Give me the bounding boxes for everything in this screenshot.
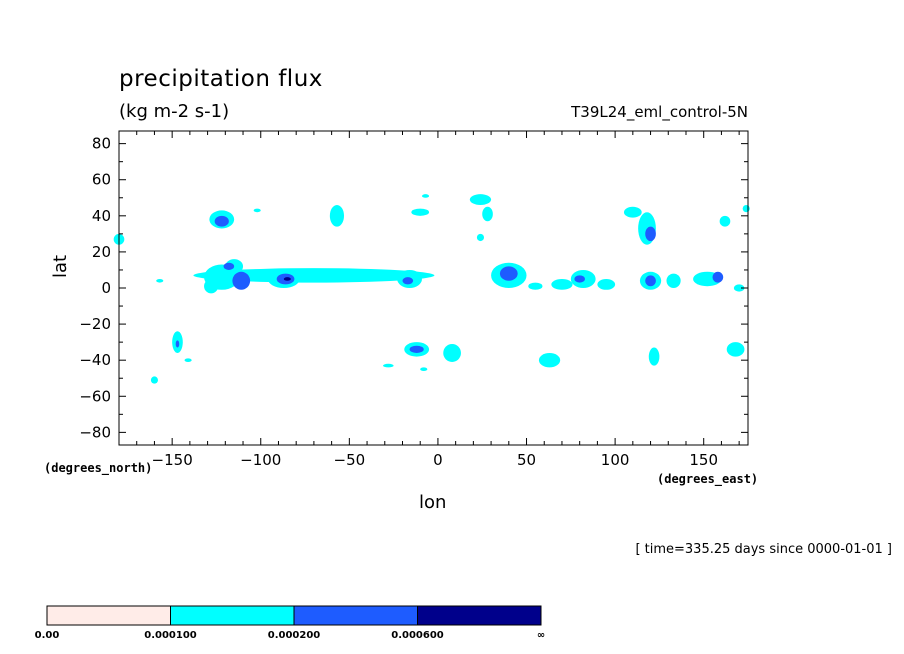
contour-region-level-2 (175, 340, 180, 348)
contour-region-level-2 (574, 275, 585, 283)
contour-region-level-2 (223, 262, 235, 270)
contour-region-level-3 (283, 277, 291, 281)
x-axis-label: lon (419, 492, 447, 513)
colorbar-label: 0.000200 (268, 630, 321, 641)
x-tick-label: −150 (152, 451, 193, 469)
contour-region-level-1 (150, 376, 158, 384)
contour-region-level-1 (538, 352, 561, 368)
contour-region-level-1 (421, 194, 430, 198)
contour-region-level-2 (409, 345, 424, 353)
y-tick-label: 0 (101, 279, 111, 297)
contour-region-level-1 (411, 208, 430, 216)
y-tick-label: 20 (92, 243, 111, 261)
contour-region-level-1 (742, 204, 750, 213)
y-tick-label: −80 (79, 423, 111, 441)
contour-region-level-1 (726, 342, 745, 357)
x-tick-label: 150 (689, 451, 718, 469)
y-tick-label: 60 (92, 171, 111, 189)
x-tick-label: −100 (240, 451, 281, 469)
y-axis-units: (degrees_north) (44, 461, 153, 475)
contour-region-level-1 (623, 206, 642, 218)
colorbar-swatch (170, 605, 295, 626)
contour-region-level-2 (402, 277, 414, 285)
y-tick-label: −20 (79, 315, 111, 333)
contour-region-level-1 (469, 194, 492, 205)
contour-region-level-1 (719, 215, 731, 227)
contour-region-level-1 (443, 343, 461, 362)
contour-region-level-1 (528, 282, 543, 290)
contour-region-level-1 (253, 208, 261, 213)
contour-region-level-1 (156, 278, 164, 283)
colorbar-label: 0.00 (35, 630, 60, 641)
contour-region-level-1 (383, 363, 394, 368)
y-tick-label: −60 (79, 387, 111, 405)
contour-region-level-1 (597, 278, 616, 290)
contour-region-level-1 (648, 347, 660, 366)
x-tick-label: 0 (433, 451, 443, 469)
contour-region-level-1 (733, 284, 745, 292)
contour-region-level-1 (482, 206, 493, 222)
x-tick-label: −50 (334, 451, 366, 469)
y-tick-label: −40 (79, 351, 111, 369)
contour-region-level-2 (214, 215, 229, 227)
contour-region-level-1 (204, 278, 219, 294)
contour-region-level-1 (476, 233, 484, 242)
colorbar-swatch (417, 605, 542, 626)
y-tick-label: 80 (92, 135, 111, 153)
contour-region-level-1 (193, 268, 435, 283)
x-tick-label: 100 (601, 451, 630, 469)
run-name: T39L24_eml_control-5N (571, 103, 748, 121)
colorbar-swatch (46, 605, 171, 626)
contour-region-level-1 (551, 278, 573, 290)
contour-region-level-1 (329, 204, 345, 227)
colorbar-label: ∞ (537, 630, 545, 641)
contour-region-level-2 (499, 266, 518, 281)
contour-region-level-2 (712, 271, 724, 283)
contour-region-level-1 (420, 367, 428, 372)
y-tick-label: 40 (92, 207, 111, 225)
chart-title: precipitation flux (119, 66, 323, 92)
contour-region-level-2 (232, 271, 251, 290)
chart-units: (kg m-2 s-1) (119, 101, 230, 122)
contour-region-level-2 (645, 275, 656, 287)
y-axis-label: lat (50, 254, 71, 278)
time-stamp: [ time=335.25 days since 0000-01-01 ] (635, 542, 892, 557)
x-axis-units: (degrees_east) (657, 472, 759, 486)
contour-region-level-1 (184, 358, 192, 362)
x-tick-label: 50 (517, 451, 536, 469)
contour-region-level-2 (645, 226, 656, 242)
colorbar-swatch (293, 605, 418, 626)
colorbar-label: 0.000600 (391, 630, 444, 641)
colorbar-label: 0.000100 (144, 630, 197, 641)
contour-region-level-1 (666, 273, 681, 288)
